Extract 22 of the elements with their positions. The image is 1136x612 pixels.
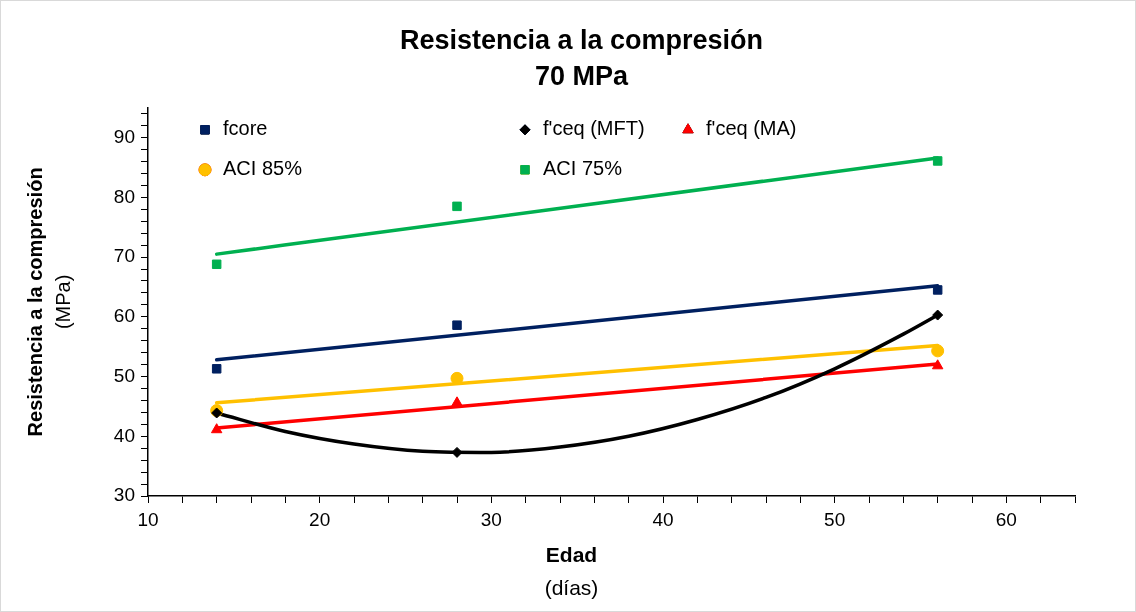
x-axis-title: Edad (días)	[544, 542, 599, 599]
legend-label: f'ceq (MFT)	[543, 117, 645, 140]
chart-title: Resistencia a la compresión	[399, 24, 764, 55]
y-tick-label: 70	[113, 245, 135, 267]
chart-subtitle: 70 MPa	[534, 61, 629, 92]
x-tick-label: 30	[480, 508, 502, 530]
x-tick-label: 20	[309, 508, 331, 530]
x-tick-label: 60	[995, 508, 1017, 530]
legend-label: ACI 75%	[543, 157, 623, 180]
y-tick-label: 30	[113, 484, 135, 506]
x-tick-label: 40	[652, 508, 674, 530]
y-tick-label: 80	[113, 185, 135, 207]
x-tick-label: 50	[824, 508, 846, 530]
legend-label: ACI 85%	[223, 157, 303, 180]
legend-label: fcore	[223, 117, 268, 140]
x-tick-label: 10	[137, 508, 159, 530]
y-tick-label: 40	[113, 424, 135, 446]
legend-label: f'ceq (MA)	[706, 117, 797, 140]
y-tick-label: 60	[113, 305, 135, 327]
y-tick-label: 50	[113, 364, 135, 386]
y-axis-title: Resistencia a la compresión (MPa)	[23, 167, 74, 437]
y-tick-label: 90	[113, 125, 135, 147]
